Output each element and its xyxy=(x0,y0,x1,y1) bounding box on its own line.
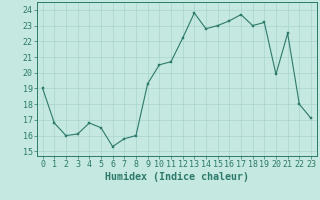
X-axis label: Humidex (Indice chaleur): Humidex (Indice chaleur) xyxy=(105,172,249,182)
